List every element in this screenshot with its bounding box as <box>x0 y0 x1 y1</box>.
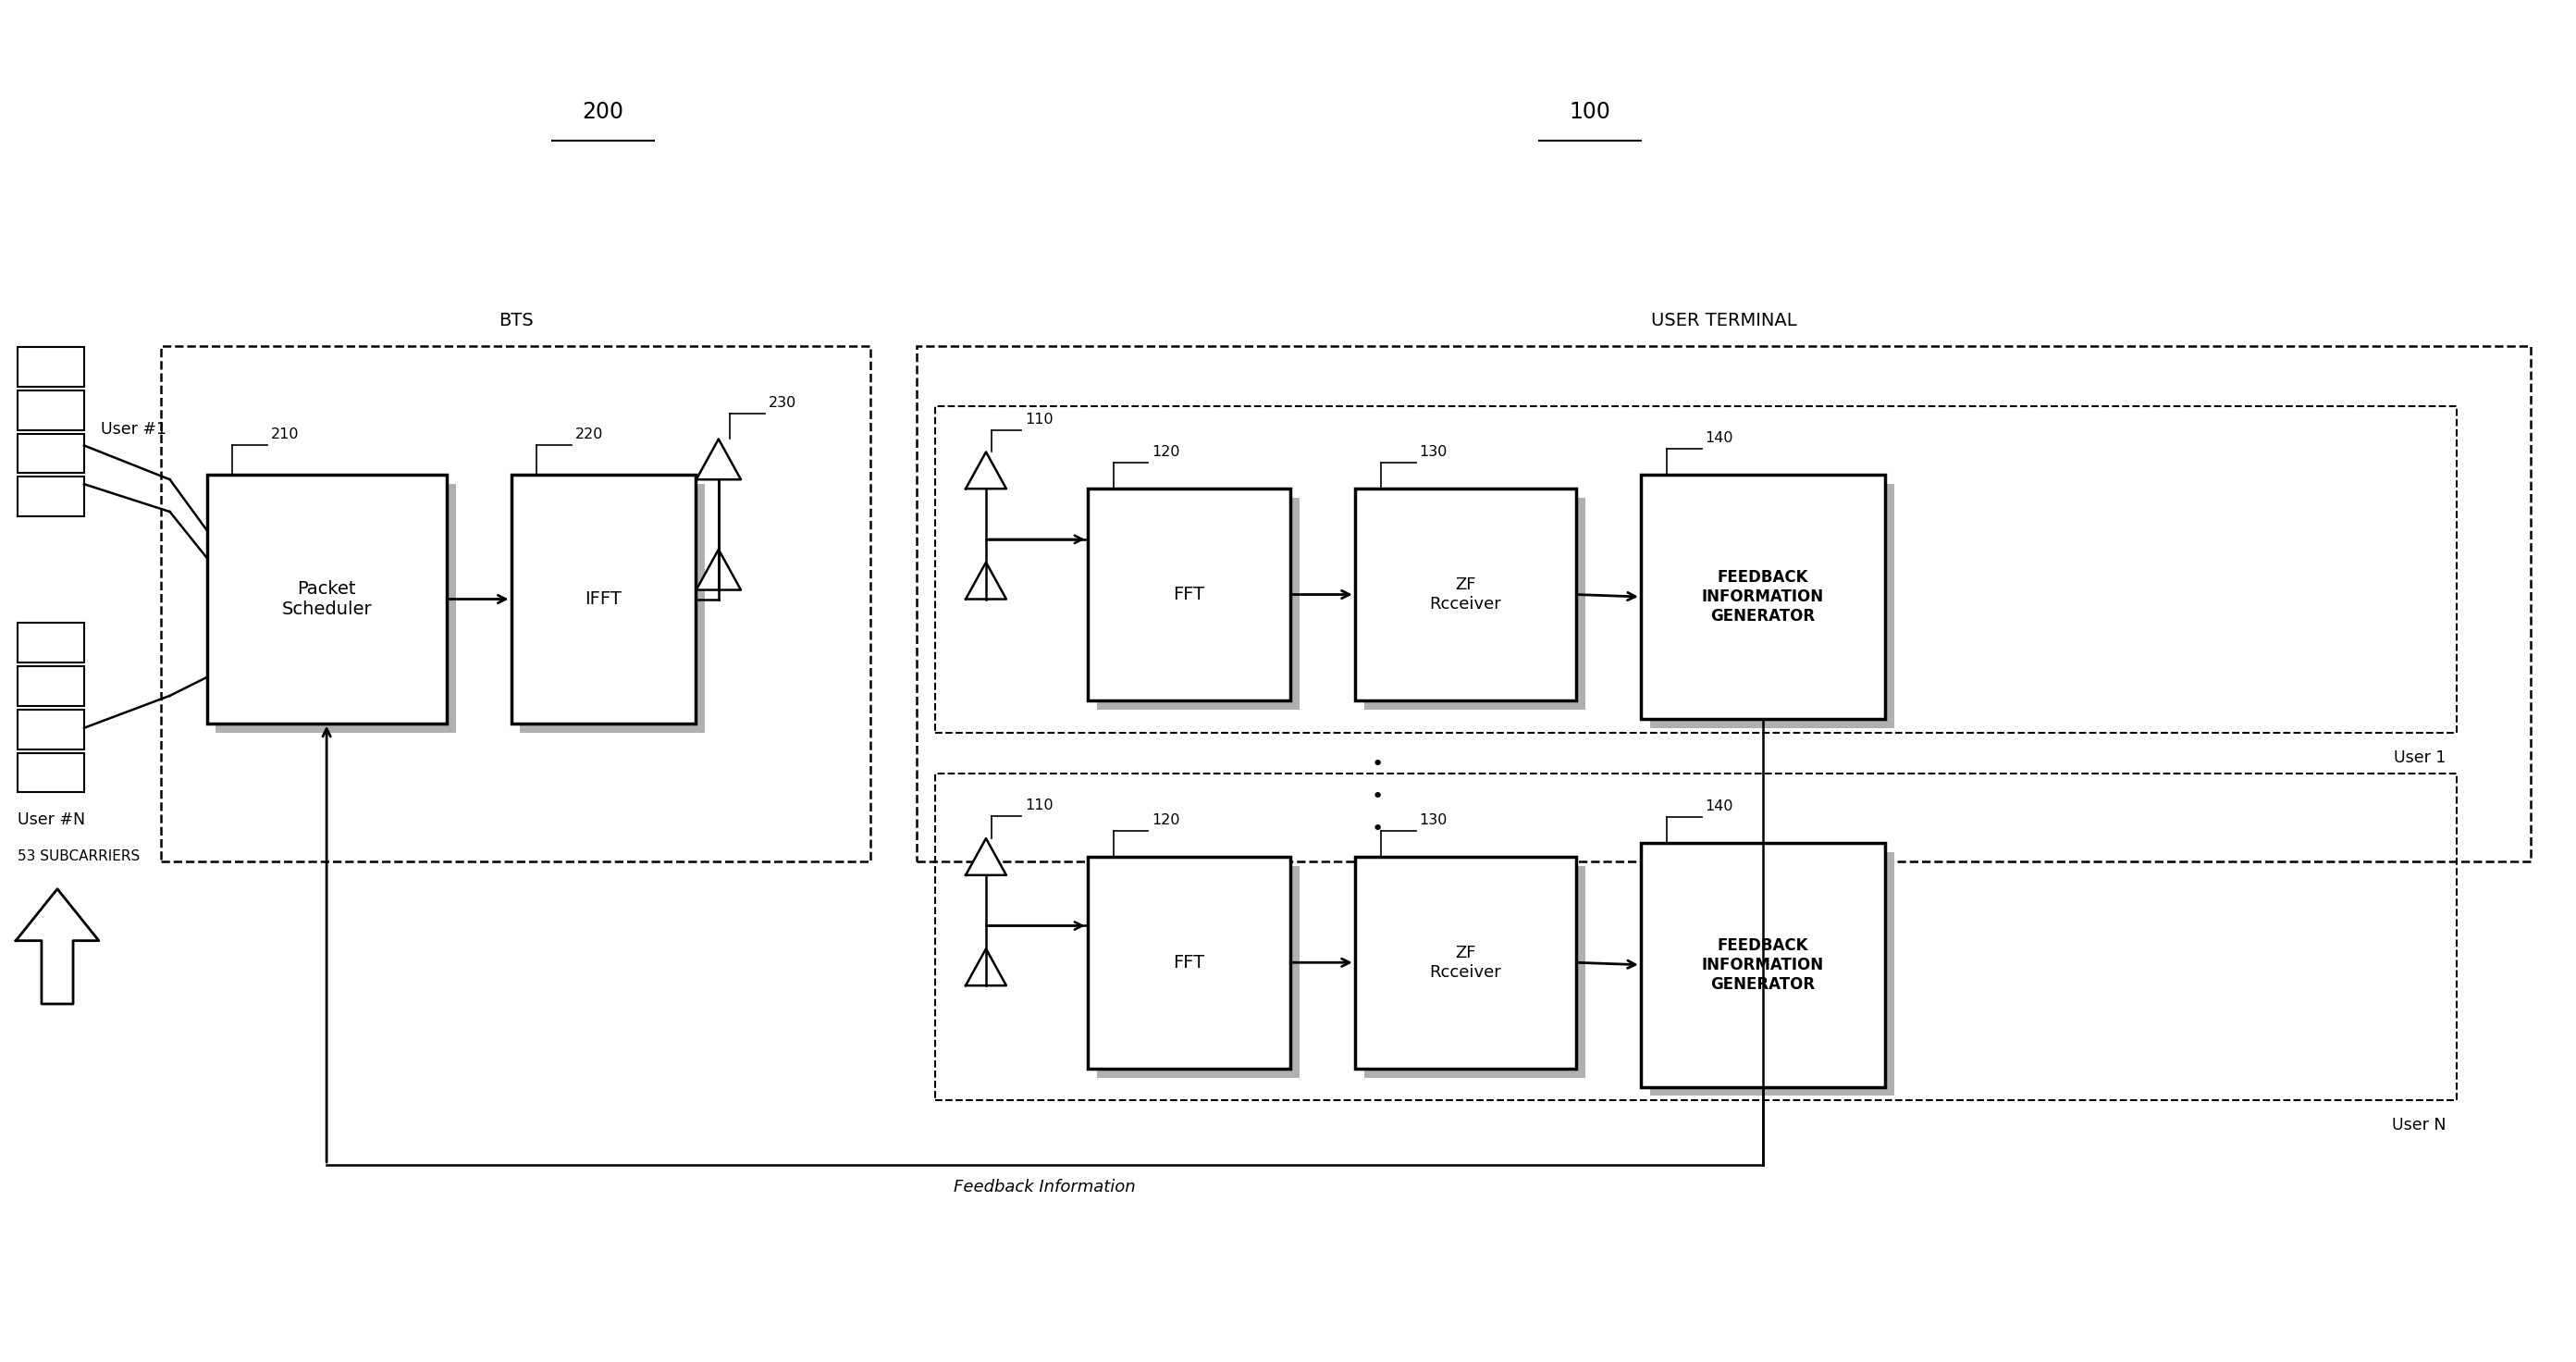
Text: 130: 130 <box>1419 813 1448 827</box>
Text: FFT: FFT <box>1172 953 1206 971</box>
Text: USER TERMINAL: USER TERMINAL <box>1651 312 1795 330</box>
Bar <box>18 753 85 793</box>
Text: User #N: User #N <box>18 812 85 828</box>
Text: Feedback Information: Feedback Information <box>953 1178 1136 1196</box>
Bar <box>18 391 85 430</box>
Bar <box>1365 866 1584 1077</box>
Text: •: • <box>1373 787 1383 806</box>
Text: 110: 110 <box>1025 413 1054 426</box>
Text: 120: 120 <box>1151 445 1180 459</box>
Bar <box>1087 857 1291 1068</box>
Bar <box>216 484 456 733</box>
Polygon shape <box>696 549 742 590</box>
Bar <box>520 484 706 733</box>
Text: 53 SUBCARRIERS: 53 SUBCARRIERS <box>18 850 139 864</box>
Text: IFFT: IFFT <box>585 590 621 607</box>
Bar <box>160 346 871 861</box>
Bar <box>917 346 2530 861</box>
Bar <box>935 774 2458 1100</box>
Bar <box>1355 489 1577 700</box>
Text: •: • <box>1373 756 1383 774</box>
Bar <box>206 475 446 723</box>
Bar <box>1355 857 1577 1068</box>
Text: ZF
Rcceiver: ZF Rcceiver <box>1430 945 1502 981</box>
Bar <box>1641 843 1886 1087</box>
Text: 200: 200 <box>582 101 623 123</box>
Text: 140: 140 <box>1705 432 1734 445</box>
Bar <box>935 406 2458 733</box>
Text: User N: User N <box>2391 1117 2445 1133</box>
Bar <box>1365 498 1584 710</box>
Text: FEEDBACK
INFORMATION
GENERATOR: FEEDBACK INFORMATION GENERATOR <box>1703 937 1824 993</box>
Polygon shape <box>966 839 1007 876</box>
Text: ZF
Rcceiver: ZF Rcceiver <box>1430 576 1502 613</box>
Text: 140: 140 <box>1705 799 1734 813</box>
Text: 230: 230 <box>768 396 796 410</box>
Bar <box>1097 498 1298 710</box>
Bar <box>18 477 85 516</box>
Bar <box>18 347 85 387</box>
Bar <box>1641 475 1886 719</box>
Text: 210: 210 <box>270 428 299 441</box>
Text: 130: 130 <box>1419 445 1448 459</box>
Bar <box>1097 866 1298 1077</box>
Text: FEEDBACK
INFORMATION
GENERATOR: FEEDBACK INFORMATION GENERATOR <box>1703 569 1824 624</box>
Bar <box>1087 489 1291 700</box>
Text: •: • <box>1373 820 1383 839</box>
Text: User 1: User 1 <box>2393 749 2445 765</box>
Text: Packet
Scheduler: Packet Scheduler <box>281 580 371 618</box>
Bar <box>18 666 85 706</box>
Polygon shape <box>966 563 1007 599</box>
Text: 120: 120 <box>1151 813 1180 827</box>
Bar <box>1651 484 1893 727</box>
Text: 220: 220 <box>574 428 603 441</box>
Polygon shape <box>696 439 742 479</box>
Bar <box>510 475 696 723</box>
Bar <box>18 622 85 662</box>
Polygon shape <box>15 889 98 1004</box>
Bar <box>18 433 85 473</box>
Text: BTS: BTS <box>497 312 533 330</box>
Text: 100: 100 <box>1569 101 1610 123</box>
Polygon shape <box>966 452 1007 489</box>
Text: User #1: User #1 <box>100 421 167 437</box>
Bar <box>1651 853 1893 1096</box>
Bar <box>18 710 85 749</box>
Text: 110: 110 <box>1025 798 1054 813</box>
Text: FFT: FFT <box>1172 586 1206 603</box>
Polygon shape <box>966 949 1007 986</box>
